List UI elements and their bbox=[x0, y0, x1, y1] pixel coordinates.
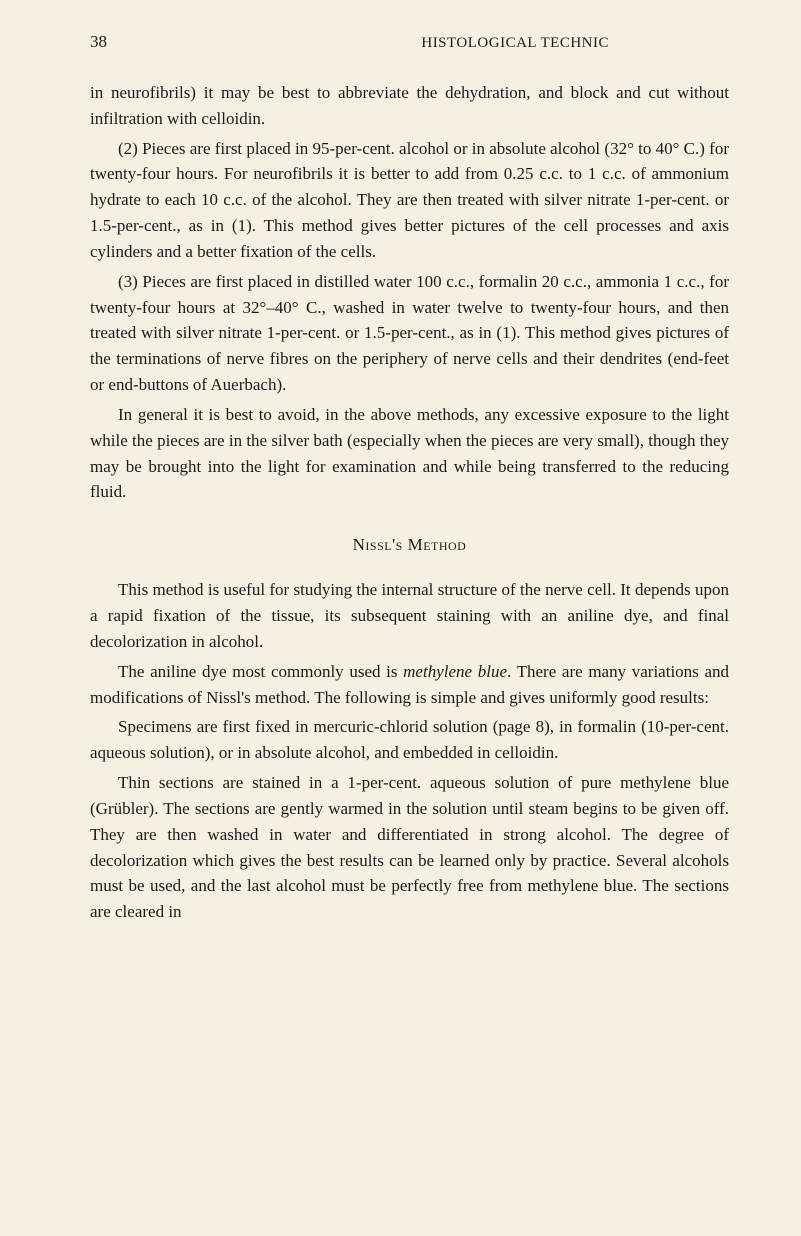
page-container: 38 HISTOLOGICAL TECHNIC in neurofibrils)… bbox=[0, 0, 801, 969]
page-number: 38 bbox=[90, 32, 107, 52]
section-heading: Nissl's Method bbox=[90, 535, 729, 555]
paragraph-5: This method is useful for studying the i… bbox=[90, 577, 729, 654]
paragraph-3: (3) Pieces are first placed in distilled… bbox=[90, 269, 729, 398]
paragraph-7: Specimens are first fixed in mercuric-ch… bbox=[90, 714, 729, 766]
page-header: 38 HISTOLOGICAL TECHNIC bbox=[90, 32, 729, 52]
paragraph-2: (2) Pieces are first placed in 95-per-ce… bbox=[90, 136, 729, 265]
paragraph-6: The aniline dye most commonly used is me… bbox=[90, 659, 729, 711]
header-title: HISTOLOGICAL TECHNIC bbox=[421, 35, 609, 52]
paragraph-1: in neurofibrils) it may be best to abbre… bbox=[90, 80, 729, 132]
paragraph-6-italic: methylene blue bbox=[403, 662, 507, 681]
paragraph-6-text-a: The aniline dye most commonly used is bbox=[118, 662, 403, 681]
paragraph-8: Thin sections are stained in a 1-per-cen… bbox=[90, 770, 729, 925]
paragraph-4: In general it is best to avoid, in the a… bbox=[90, 402, 729, 505]
